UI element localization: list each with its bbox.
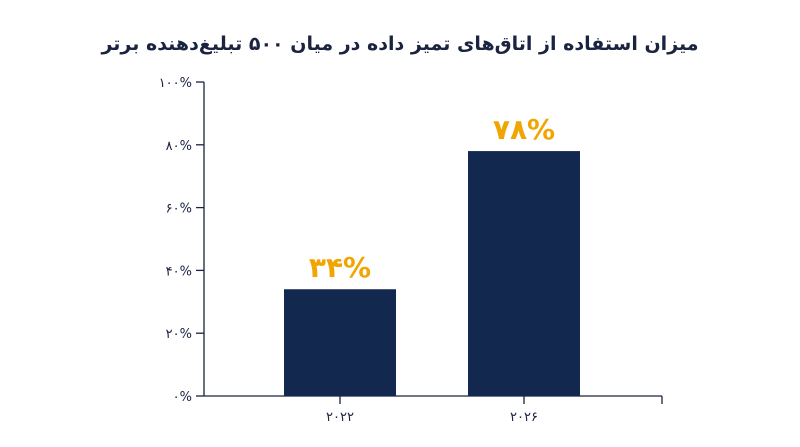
data-labels: ۳۴% ۷۸% [309,113,555,284]
y-tick-label: ۶۰% [166,202,192,217]
bar-1 [468,151,580,396]
x-tick-label: ۲۰۲۲ [326,410,354,425]
bar-0 [284,289,396,396]
y-axis: ۰% ۲۰% ۴۰% ۶۰% ۸۰% ۱۰۰% [159,76,205,405]
chart-title: میزان استفاده از اتاق‌های تمیز داده در م… [100,33,698,55]
x-tick-label: ۲۰۲۶ [510,410,538,425]
y-tick-label: ۲۰% [166,327,192,342]
y-tick-label: ۰% [173,390,192,405]
bars [284,151,580,396]
y-tick-label: ۱۰۰% [159,76,192,91]
x-axis: ۲۰۲۲ ۲۰۲۶ [204,395,663,425]
y-tick-label: ۴۰% [166,264,192,279]
data-label-0: ۳۴% [309,251,371,284]
data-label-1: ۷۸% [493,113,555,146]
y-tick-label: ۸۰% [166,139,192,154]
